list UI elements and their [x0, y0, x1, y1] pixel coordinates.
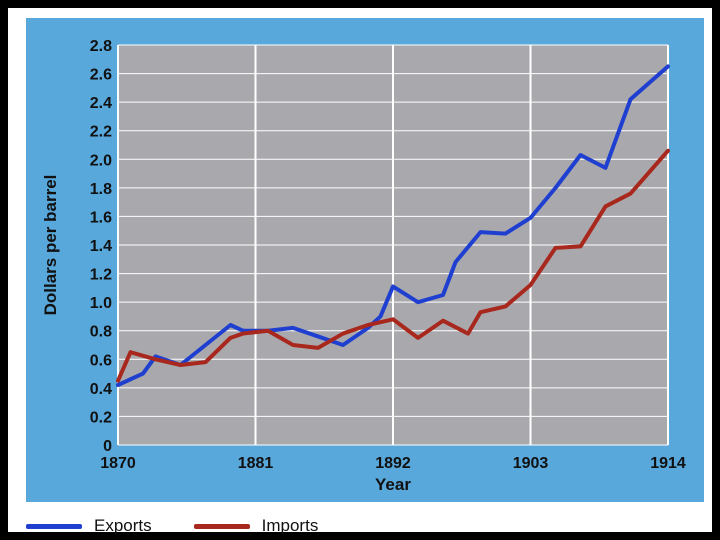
legend-label: Imports [261, 516, 319, 535]
y-tick-label: 2.0 [90, 152, 112, 169]
x-tick-label: 1870 [100, 455, 136, 472]
legend-label: Exports [94, 516, 152, 535]
series-line-exports [116, 64, 670, 387]
y-tick-label: 1.0 [90, 295, 112, 312]
y-tick-label: 1.2 [90, 267, 112, 284]
y-tick-label: 2.2 [90, 124, 112, 141]
x-tick-label: 1903 [513, 455, 549, 472]
legend-swatch [26, 523, 82, 529]
y-axis-title: Dollars per barrel [41, 175, 60, 316]
y-tick-label: 0.8 [90, 324, 112, 341]
series-line-imports [116, 148, 670, 383]
y-tick-label: 0.6 [90, 352, 112, 369]
legend-item-exports: Exports [26, 516, 152, 536]
chart-panel: 0 0.2 0.4 0.6 0.8 1.0 1.2 1.4 1.6 1.8 2.0 2.2 2.4 2.6… [26, 18, 704, 502]
x-tick-label: 1914 [650, 455, 686, 472]
legend-item-imports: Imports [193, 516, 319, 536]
y-tick-label: 2.8 [90, 38, 112, 55]
x-axis-title: Year [375, 475, 411, 494]
y-tick-label: 2.4 [90, 95, 112, 112]
y-tick-label: 1.4 [90, 238, 112, 255]
legend: Exports Imports [26, 512, 360, 540]
y-tick-label: 0.2 [90, 409, 112, 426]
y-tick-label: 0 [103, 438, 112, 455]
x-tick-label: 1892 [375, 455, 411, 472]
y-axis-ticks: 0 0.2 0.4 0.6 0.8 1.0 1.2 1.4 1.6 1.8 2.0 2.2 2.4 2.6… [90, 38, 112, 455]
y-tick-label: 2.6 [90, 67, 112, 84]
y-tick-label: 0.4 [90, 381, 112, 398]
series-lines [116, 64, 670, 387]
x-axis-ticks: 1870 1881 1892 1903 1914 [100, 455, 686, 472]
y-tick-label: 1.8 [90, 181, 112, 198]
legend-swatch [193, 523, 250, 529]
y-tick-label: 1.6 [90, 209, 112, 226]
x-tick-label: 1881 [238, 455, 274, 472]
price-line-chart: 0 0.2 0.4 0.6 0.8 1.0 1.2 1.4 1.6 1.8 2.0 2.2 2.4 2.6… [41, 38, 686, 494]
slide-background: 0 0.2 0.4 0.6 0.8 1.0 1.2 1.4 1.6 1.8 2.0 2.2 2.4 2.6… [8, 8, 712, 535]
